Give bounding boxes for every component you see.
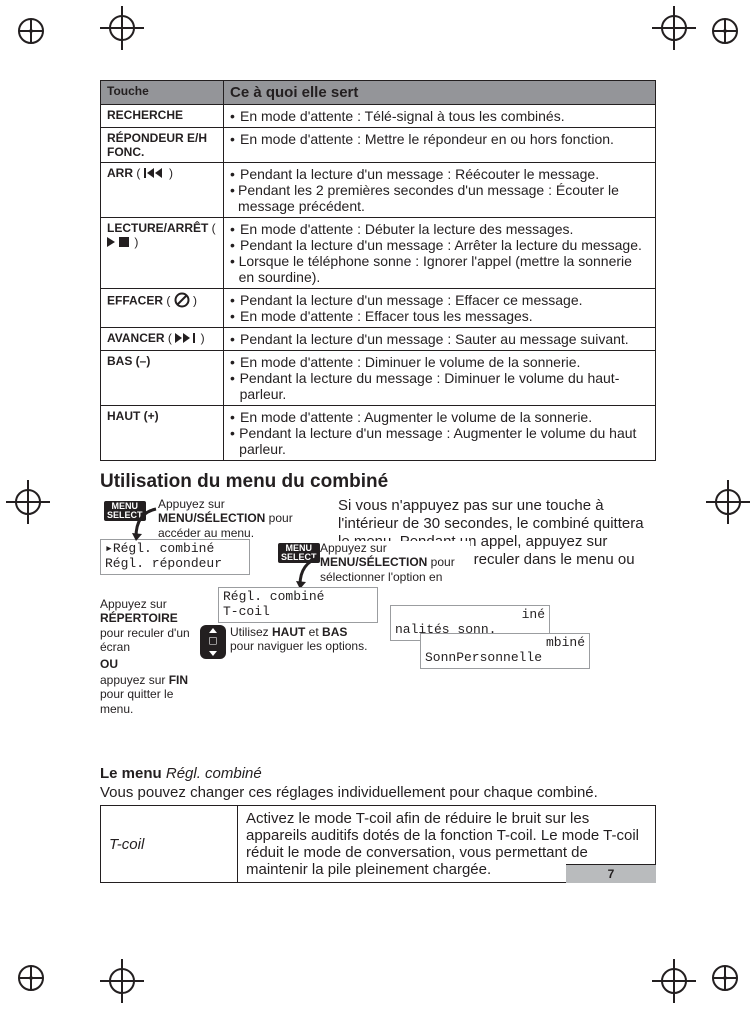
list-item: •Pendant la lecture du message : Diminue… xyxy=(230,370,649,402)
submenu-heading: Le menu Régl. combiné xyxy=(100,765,656,782)
desc-cell: •En mode d'attente : Débuter la lecture … xyxy=(224,218,656,289)
th-key: Touche xyxy=(101,81,224,105)
list-item: •Pendant les 2 premières secondes d'un m… xyxy=(230,182,649,214)
list-item: •Pendant la lecture d'un message : Rééco… xyxy=(230,166,649,182)
lcd1-line2: Régl. répondeur xyxy=(105,557,245,572)
nav-pad-icon: ☐ xyxy=(200,625,226,659)
playstop-icon xyxy=(107,236,131,250)
section-title: Utilisation du menu du combiné xyxy=(100,471,656,493)
lcd-screen-2: Régl. combiné T-coil xyxy=(218,587,378,623)
reg-mark-bl2 xyxy=(100,959,144,1003)
table-row: ARR ( ) •Pendant la lecture d'un message … xyxy=(101,163,656,218)
submenu-intro: Vous pouvez changer ces réglages individ… xyxy=(100,784,656,801)
subhead-prefix: Le menu xyxy=(100,765,166,782)
desc-cell: •En mode d'attente : Augmenter le volume… xyxy=(224,406,656,461)
list-item: •Pendant la lecture d'un message : Augme… xyxy=(230,425,649,457)
lcd3b-line2: SonnPersonnelle xyxy=(425,651,585,666)
table-row: RÉPONDEUR E/H FONC. •En mode d'attente : … xyxy=(101,128,656,163)
note-navigate: Utilisez HAUT et BAS pour naviguer les o… xyxy=(230,625,370,654)
reg-mark-tr2 xyxy=(652,6,696,50)
lcd2-line1: Régl. combiné xyxy=(223,590,373,605)
arrow-icon-1 xyxy=(132,507,160,543)
list-item: •Pendant la lecture d'un message : Saute… xyxy=(230,331,649,347)
list-item: •Lorsque le téléphone sonne : Ignorer l'… xyxy=(230,253,649,285)
subhead-italic: Régl. combiné xyxy=(166,765,262,782)
note-access-menu: Appuyez sur MENU/SÉLECTION pour accéder … xyxy=(158,497,298,540)
desc-cell: •Pendant la lecture d'un message : Saute… xyxy=(224,328,656,351)
table-row: AVANCER ( ) •Pendant la lecture d'un mess… xyxy=(101,328,656,351)
table-row: HAUT (+) •En mode d'attente : Augmenter l… xyxy=(101,406,656,461)
table-header-row: Touche Ce à quoi elle sert xyxy=(101,81,656,105)
key-cell: EFFACER ( ) xyxy=(101,289,224,328)
arrow-icon-2 xyxy=(296,555,326,591)
tcoil-key: T-coil xyxy=(101,806,238,883)
key-cell: BAS (–) xyxy=(101,351,224,406)
reg-mark-br xyxy=(712,965,738,991)
key-cell: RECHERCHE xyxy=(101,105,224,128)
reg-mark-ml xyxy=(6,480,50,524)
reg-mark-tl2 xyxy=(100,6,144,50)
reg-mark-tr xyxy=(712,18,738,44)
list-item: •En mode d'attente : Augmenter le volume… xyxy=(230,409,649,425)
key-cell: LECTURE/ARRÊT ( ) xyxy=(101,218,224,289)
lcd1-line1: ▸Régl. combiné xyxy=(105,542,245,557)
key-cell: HAUT (+) xyxy=(101,406,224,461)
desc-cell: •En mode d'attente : Diminuer le volume … xyxy=(224,351,656,406)
note-or: OU xyxy=(100,657,200,671)
list-item: •En mode d'attente : Mettre le répondeur… xyxy=(230,131,649,147)
list-item: •En mode d'attente : Diminuer le volume … xyxy=(230,354,649,370)
lcd-screen-1: ▸Régl. combiné Régl. répondeur xyxy=(100,539,250,575)
desc-cell: •En mode d'attente : Télé-signal à tous … xyxy=(224,105,656,128)
key-cell: RÉPONDEUR E/H FONC. xyxy=(101,128,224,163)
lcd2-line2: T-coil xyxy=(223,605,373,620)
page-number: 7 xyxy=(566,864,656,883)
lcd3a-suffix: iné xyxy=(395,608,545,623)
functions-table: Touche Ce à quoi elle sert RECHERCHE •En … xyxy=(100,80,656,461)
note-back: Appuyez sur RÉPERTOIRE pour reculer d'un… xyxy=(100,597,200,716)
table-row: BAS (–) •En mode d'attente : Diminuer le … xyxy=(101,351,656,406)
reg-mark-br2 xyxy=(652,959,696,1003)
page: Touche Ce à quoi elle sert RECHERCHE •En … xyxy=(0,0,756,1009)
list-item: •En mode d'attente : Débuter la lecture … xyxy=(230,221,649,237)
table-row: EFFACER ( ) •Pendant la lecture d'un mess… xyxy=(101,289,656,328)
key-cell: ARR ( ) xyxy=(101,163,224,218)
list-item: •Pendant la lecture d'un message : Effac… xyxy=(230,292,649,308)
key-cell: AVANCER ( ) xyxy=(101,328,224,351)
list-item: •En mode d'attente : Effacer tous les me… xyxy=(230,308,649,324)
desc-cell: •En mode d'attente : Mettre le répondeur… xyxy=(224,128,656,163)
list-item: •En mode d'attente : Télé-signal à tous … xyxy=(230,108,649,124)
content-area: Touche Ce à quoi elle sert RECHERCHE •En … xyxy=(100,80,656,883)
reg-mark-bl xyxy=(18,965,44,991)
lcd-screen-3b: mbiné SonnPersonnelle xyxy=(420,633,590,669)
menu-diagram: Si vous n'appuyez pas sur une touche à l… xyxy=(100,497,656,747)
rewind-icon xyxy=(144,167,166,181)
lcd3b-suffix: mbiné xyxy=(425,636,585,651)
reg-mark-tl xyxy=(18,18,44,44)
table-row: LECTURE/ARRÊT ( ) •En mode d'attente : Dé… xyxy=(101,218,656,289)
erase-icon xyxy=(174,292,190,311)
fwd-icon xyxy=(175,332,197,346)
list-item: •Pendant la lecture d'un message : Arrêt… xyxy=(230,237,649,253)
reg-mark-mr xyxy=(706,480,750,524)
th-desc: Ce à quoi elle sert xyxy=(224,81,656,105)
desc-cell: •Pendant la lecture d'un message : Effac… xyxy=(224,289,656,328)
desc-cell: •Pendant la lecture d'un message : Rééco… xyxy=(224,163,656,218)
table-row: RECHERCHE •En mode d'attente : Télé-signa… xyxy=(101,105,656,128)
